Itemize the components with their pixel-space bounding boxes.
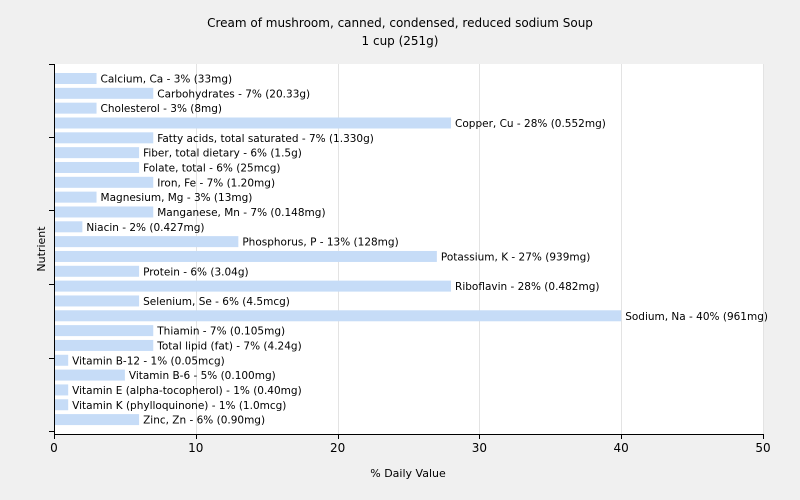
bar xyxy=(54,280,452,292)
bar xyxy=(54,191,97,203)
bar xyxy=(54,87,154,99)
bar xyxy=(54,399,69,411)
bar xyxy=(54,236,239,248)
bar xyxy=(54,73,97,84)
bar xyxy=(54,161,140,173)
x-tick-label: 40 xyxy=(614,441,629,455)
bar-label: Vitamin B-6 - 5% (0.100mg) xyxy=(129,370,276,382)
bar-label: Vitamin E (alpha-tocopherol) - 1% (0.40m… xyxy=(72,385,302,397)
bar xyxy=(54,310,622,322)
x-tick-label: 50 xyxy=(755,441,770,455)
x-tick-label: 30 xyxy=(472,441,487,455)
chart-title: Cream of mushroom, canned, condensed, re… xyxy=(207,16,593,30)
bar xyxy=(54,384,69,396)
bars: Calcium, Ca - 3% (33mg) Carbohydrates - 7… xyxy=(54,73,768,427)
x-tick-label: 0 xyxy=(50,441,58,455)
bar xyxy=(54,132,154,144)
bar-label: Vitamin K (phylloquinone) - 1% (1.0mcg) xyxy=(72,400,286,412)
bar-label: Manganese, Mn - 7% (0.148mg) xyxy=(157,207,325,219)
bar xyxy=(54,221,83,233)
bar-label: Riboflavin - 28% (0.482mg) xyxy=(455,281,599,293)
bar xyxy=(54,117,452,129)
bar-label: Calcium, Ca - 3% (33mg) xyxy=(101,74,233,86)
bar xyxy=(54,265,140,277)
bar-label: Sodium, Na - 40% (961mg) xyxy=(625,311,768,323)
bar-label: Protein - 6% (3.04g) xyxy=(143,266,249,278)
bar-label: Vitamin B-12 - 1% (0.05mcg) xyxy=(72,355,225,367)
bar-label: Folate, total - 6% (25mcg) xyxy=(143,162,280,174)
bar-label: Total lipid (fat) - 7% (4.24g) xyxy=(156,340,301,352)
bar-label: Fiber, total dietary - 6% (1.5g) xyxy=(143,148,302,160)
bar-label: Cholesterol - 3% (8mg) xyxy=(101,103,223,115)
bar xyxy=(54,339,154,351)
bar xyxy=(54,295,140,307)
bar xyxy=(54,147,140,159)
bar-label: Selenium, Se - 6% (4.5mcg) xyxy=(143,296,290,308)
bar xyxy=(54,102,97,114)
bar xyxy=(54,206,154,218)
axes: 0 10 20 30 40 50 xyxy=(49,64,771,455)
x-axis-label: % Daily Value xyxy=(370,467,446,480)
bar-label: Magnesium, Mg - 3% (13mg) xyxy=(101,192,253,204)
bar-label: Fatty acids, total saturated - 7% (1.330… xyxy=(157,133,374,145)
bar-label: Thiamin - 7% (0.105mg) xyxy=(156,326,285,338)
bar xyxy=(54,325,154,337)
bar-label: Potassium, K - 27% (939mg) xyxy=(441,251,591,263)
x-tick-label: 20 xyxy=(330,441,345,455)
bar-label: Iron, Fe - 7% (1.20mg) xyxy=(157,177,275,189)
bar-label: Copper, Cu - 28% (0.552mg) xyxy=(455,118,606,130)
x-tick-label: 10 xyxy=(188,441,203,455)
chart-subtitle: 1 cup (251g) xyxy=(362,34,439,48)
bar-label: Carbohydrates - 7% (20.33g) xyxy=(157,88,310,100)
bar-label: Zinc, Zn - 6% (0.90mg) xyxy=(143,415,265,427)
bar xyxy=(54,414,140,426)
bar xyxy=(54,250,437,262)
bar-label: Phosphorus, P - 13% (128mg) xyxy=(242,237,398,249)
bar xyxy=(54,354,69,366)
bar xyxy=(54,176,154,188)
y-axis-label: Nutrient xyxy=(35,226,48,272)
bar-label: Niacin - 2% (0.427mg) xyxy=(86,222,204,234)
bar xyxy=(54,369,125,381)
